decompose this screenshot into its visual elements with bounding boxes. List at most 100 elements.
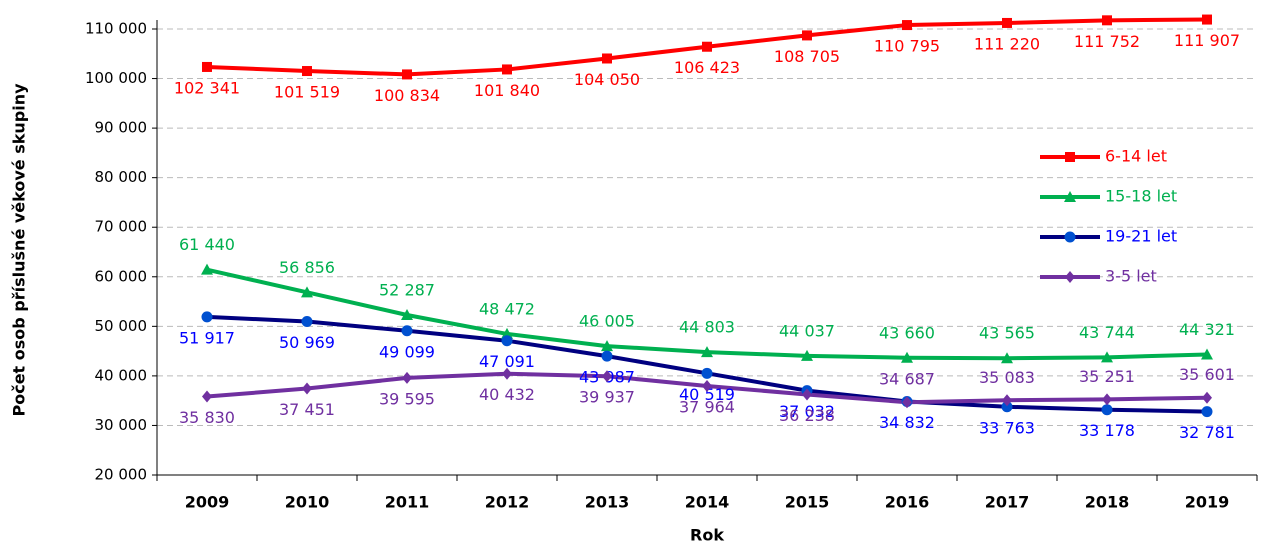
data-label: 40 432 [479,385,535,404]
data-label: 33 178 [1079,421,1135,440]
point [401,308,413,320]
data-label: 32 781 [1179,423,1235,442]
point [801,349,813,361]
data-label: 111 220 [974,34,1040,53]
point [402,69,412,80]
data-label: 102 341 [174,78,240,97]
point [302,382,312,395]
point [901,351,913,363]
y-tick-label: 40 000 [95,366,148,384]
x-tick-label: 2013 [585,493,630,512]
point [601,350,613,362]
data-label: 40 519 [679,385,735,404]
x-tick-label: 2012 [485,493,530,512]
y-axis-title: Počet osob příslušné věkové skupiny [10,83,29,417]
data-label: 111 907 [1174,31,1240,50]
data-label: 101 519 [274,83,340,102]
data-label: 104 050 [574,70,640,89]
legend-label: 15-18 let [1105,187,1177,206]
point [701,346,713,358]
point [1001,401,1013,413]
data-label: 51 917 [179,328,235,347]
data-label: 101 840 [474,81,540,100]
point [301,316,313,328]
point [1202,14,1212,25]
x-tick-label: 2010 [285,493,330,512]
point [202,61,212,72]
data-label: 46 005 [579,312,635,331]
y-tick-label: 60 000 [95,267,148,285]
data-label: 50 969 [279,333,335,352]
data-label: 39 595 [379,389,435,408]
y-tick-label: 90 000 [95,119,148,137]
point [601,340,613,352]
point [702,379,712,392]
data-label: 34 832 [879,413,935,432]
legend-marker [1065,152,1075,162]
data-label: 56 856 [279,258,335,277]
point [1102,393,1112,406]
data-label: 48 472 [479,299,535,318]
data-label: 37 964 [679,397,735,416]
point [902,396,912,409]
data-label: 100 834 [374,86,440,105]
data-label: 43 660 [879,323,935,342]
point [201,263,213,275]
data-label: 35 601 [1179,365,1235,384]
series-line [206,267,1208,361]
data-label: 33 763 [979,418,1035,437]
x-tick-label: 2019 [1185,493,1230,512]
point [401,325,413,337]
point [802,30,812,41]
data-label: 110 795 [874,37,940,56]
data-label: 52 287 [379,280,435,299]
data-label: 44 803 [679,318,735,337]
data-label: 106 423 [674,58,740,77]
data-label: 35 251 [1079,367,1135,386]
data-label: 37 451 [279,400,335,419]
point [1002,17,1012,28]
y-tick-label: 50 000 [95,317,148,335]
legend-label: 6-14 let [1105,147,1167,166]
data-label: 34 687 [879,370,935,389]
data-label: 47 091 [479,352,535,371]
legend-marker [1065,271,1075,283]
x-tick-label: 2009 [185,493,230,512]
x-tick-label: 2011 [385,493,430,512]
x-tick-label: 2016 [885,493,930,512]
data-label: 43 565 [979,324,1035,343]
data-label: 43 744 [1079,323,1135,342]
point [1101,404,1113,416]
data-label: 49 099 [379,342,435,361]
data-label: 37 032 [779,402,835,421]
data-label: 61 440 [179,235,235,254]
point [802,388,812,401]
point [1001,352,1013,364]
x-tick-label: 2017 [985,493,1030,512]
y-tick-label: 80 000 [95,168,148,186]
point [1101,351,1113,363]
point [1201,348,1213,360]
y-tick-label: 70 000 [95,218,148,236]
y-tick-label: 30 000 [95,416,148,434]
data-label: 44 321 [1179,320,1235,339]
legend-marker [1064,231,1076,243]
legend-label: 19-21 let [1105,227,1177,246]
x-tick-label: 2015 [785,493,830,512]
point [602,370,612,383]
x-axis-title: Rok [690,526,724,545]
point [602,53,612,64]
point [1002,394,1012,407]
point [1202,391,1212,404]
data-label: 108 705 [774,47,840,66]
data-label: 111 752 [1074,32,1140,51]
y-tick-label: 20 000 [95,466,148,484]
point [1102,15,1112,26]
point [302,66,312,77]
point [502,367,512,380]
data-label: 39 937 [579,388,635,407]
x-tick-label: 2018 [1085,493,1130,512]
point [902,20,912,31]
point [402,371,412,384]
